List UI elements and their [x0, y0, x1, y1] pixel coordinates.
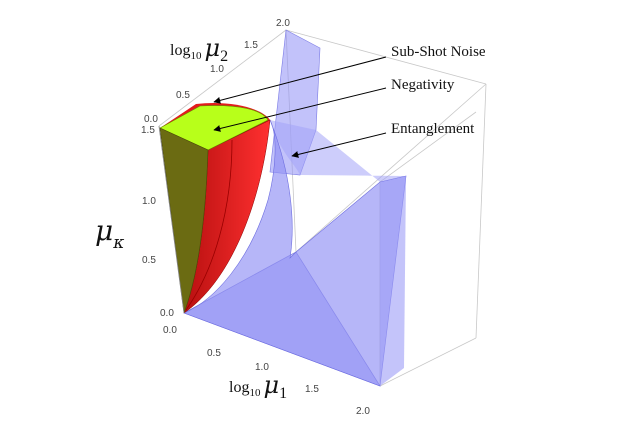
annotation-entanglement: Entanglement — [291, 121, 475, 158]
mukappa-tick-2: 1.0 — [142, 196, 156, 207]
entanglement-region — [183, 29, 407, 387]
entanglement-arrow — [291, 132, 387, 158]
annotation-negativity: Negativity — [213, 77, 455, 132]
annotation-sub-shot-noise: Sub-Shot Noise — [213, 44, 486, 104]
mukappa-tick-1: 0.5 — [142, 255, 156, 266]
sub-shot-noise-side — [159, 127, 209, 314]
entanglement-front — [183, 119, 407, 387]
mu2-tick-1: 0.5 — [176, 90, 190, 101]
mu2-ticks: 0.0 0.5 1.0 1.5 2.0 — [144, 18, 290, 125]
sub-shot-noise-arrow — [213, 56, 387, 104]
mukappa-tick-3: 1.5 — [141, 125, 155, 136]
entanglement-top — [270, 120, 406, 182]
mu1-tick-2: 1.0 — [255, 362, 269, 373]
negativity-inner-curve — [185, 139, 233, 311]
mukappa-ticks: 1.5 1.0 0.5 0.0 — [141, 125, 174, 319]
negativity-arrow — [213, 87, 387, 132]
mu1-ticks: 0.0 0.5 1.0 1.5 2.0 — [163, 325, 370, 417]
mu1-tick-3: 1.5 — [305, 384, 319, 395]
mu1-axis-label: log10 μ1 — [229, 371, 287, 402]
mu2-tick-0: 0.0 — [144, 114, 158, 125]
mu1-tick-0: 0.0 — [163, 325, 177, 336]
front-edges — [158, 125, 185, 314]
mu2-axis-label: log10 μ2 — [170, 34, 228, 65]
entanglement-label: Entanglement — [391, 121, 475, 137]
mu2-tick-2: 1.0 — [210, 64, 224, 75]
sub-shot-noise-label: Sub-Shot Noise — [391, 44, 486, 60]
mu1-tick-4: 2.0 — [356, 406, 370, 417]
negativity-label: Negativity — [391, 77, 455, 93]
mu2-tick-3: 1.5 — [244, 40, 258, 51]
mukappa-tick-0: 0.0 — [160, 308, 174, 319]
entanglement-right-face — [380, 176, 406, 386]
mu1-tick-1: 0.5 — [207, 348, 221, 359]
mukappa-axis-label: μκ — [95, 214, 124, 253]
mu2-tick-4: 2.0 — [276, 18, 290, 29]
